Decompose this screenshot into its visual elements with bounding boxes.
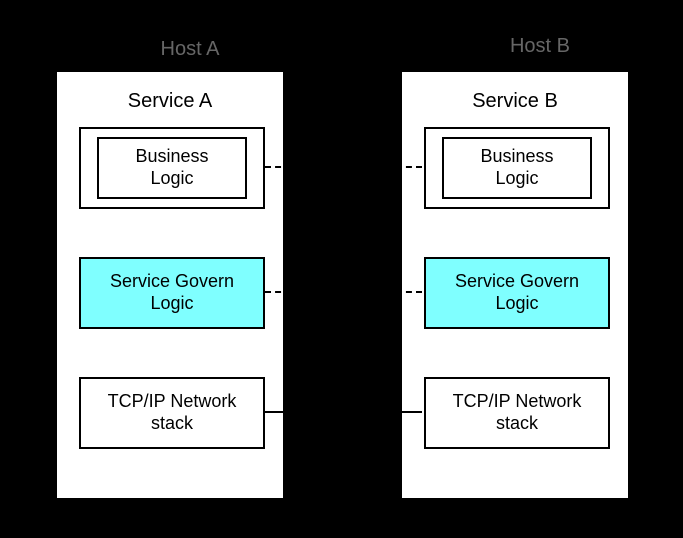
host-a-govern-l2: Logic xyxy=(150,293,193,313)
host-b-business-l1: Business xyxy=(480,146,553,166)
host-b-box: Service B Business Logic Service Govern … xyxy=(400,70,630,500)
connector-network xyxy=(265,411,422,413)
host-a-network-l1: TCP/IP Network xyxy=(108,391,237,411)
host-b-govern-l1: Service Govern xyxy=(455,271,579,291)
host-b-label: Host B xyxy=(480,35,600,58)
host-b-govern-l2: Logic xyxy=(495,293,538,313)
host-b-network-l2: stack xyxy=(496,413,538,433)
host-a-govern-l1: Service Govern xyxy=(110,271,234,291)
host-a-business-l1: Business xyxy=(135,146,208,166)
connector-business xyxy=(265,166,422,168)
host-b-business-logic: Business Logic xyxy=(442,137,592,199)
host-a-network-l2: stack xyxy=(151,413,193,433)
host-a-label: Host A xyxy=(130,38,250,61)
host-b-service-govern: Service Govern Logic xyxy=(424,257,610,329)
service-b-title: Service B xyxy=(402,90,628,113)
host-b-network-stack: TCP/IP Network stack xyxy=(424,377,610,449)
connector-govern xyxy=(265,291,422,293)
host-a-network-stack: TCP/IP Network stack xyxy=(79,377,265,449)
host-b-network-l1: TCP/IP Network xyxy=(453,391,582,411)
host-a-business-logic: Business Logic xyxy=(97,137,247,199)
host-a-box: Service A Business Logic Service Govern … xyxy=(55,70,285,500)
service-a-title: Service A xyxy=(57,90,283,113)
host-a-service-govern: Service Govern Logic xyxy=(79,257,265,329)
host-a-business-l2: Logic xyxy=(150,168,193,188)
host-b-business-l2: Logic xyxy=(495,168,538,188)
